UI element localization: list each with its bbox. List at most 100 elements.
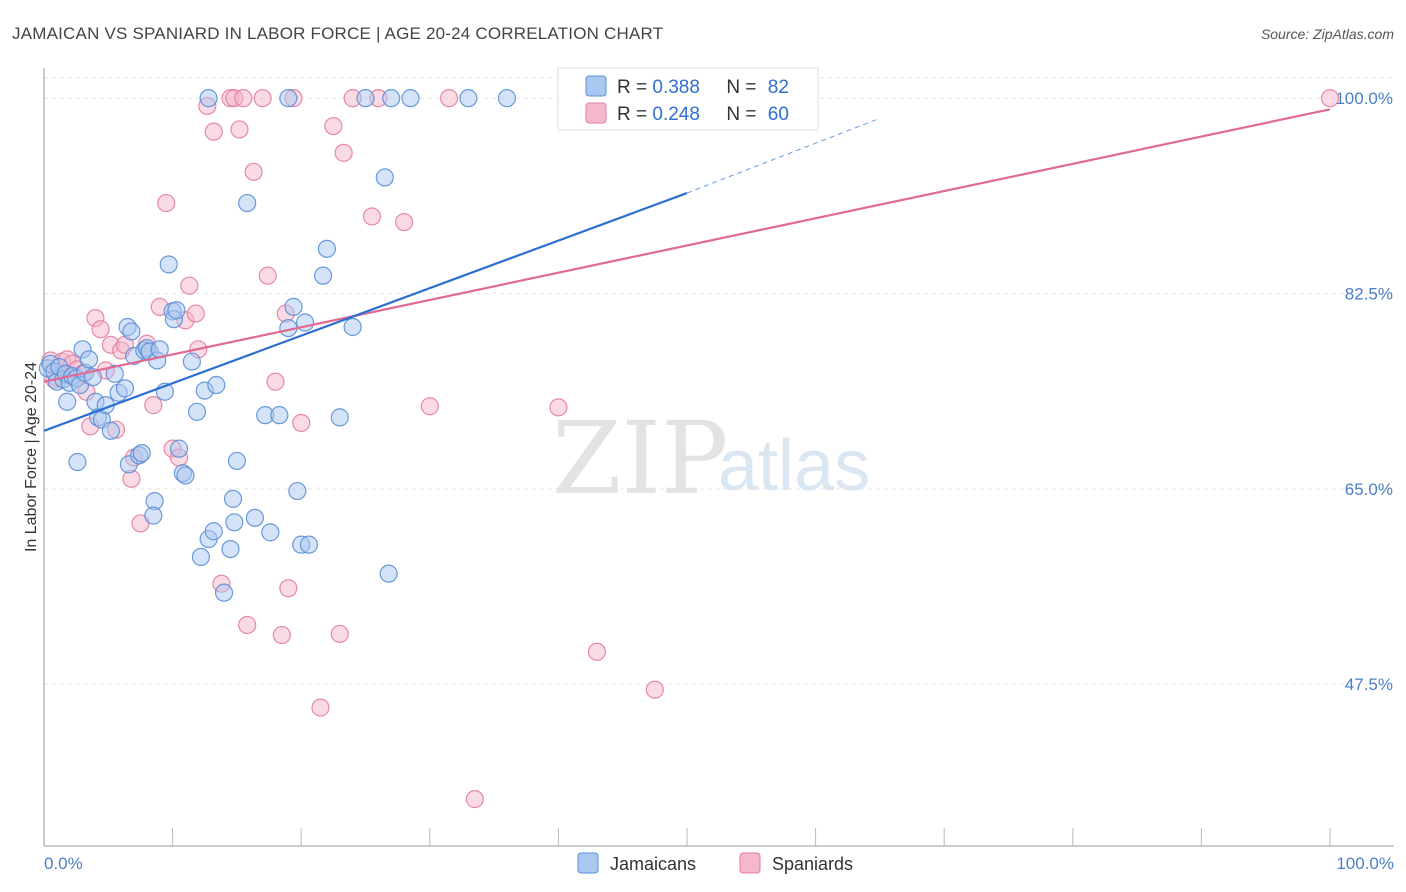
jamaican-point [379, 564, 398, 583]
jamaicans-stats-line: R = 0.388 N = 82 [617, 77, 789, 98]
spaniard-point [645, 680, 664, 699]
spaniard-point [362, 207, 382, 226]
jamaican-point [382, 89, 401, 108]
jamaicans-trendline [43, 192, 688, 432]
jamaican-point [313, 266, 333, 285]
jamaican-point [159, 255, 178, 274]
jamaican-point [497, 89, 517, 108]
jamaican-point [79, 350, 99, 369]
jamaicans-trendline-extension [686, 117, 881, 194]
jamaican-point [214, 583, 234, 602]
y-tick-label: 100.0% [1335, 89, 1393, 108]
spaniard-point [186, 304, 205, 323]
watermark: ZIP atlas [552, 400, 870, 517]
jamaicans-series-label[interactable]: Jamaicans [610, 854, 696, 874]
jamaican-point [68, 452, 87, 472]
spaniard-point [238, 615, 257, 635]
spaniard-point [420, 397, 439, 416]
jamaicans-legend-swatch [585, 75, 607, 97]
jamaican-point [317, 239, 337, 258]
spaniard-point [244, 162, 263, 181]
spaniards-legend-swatch [585, 102, 607, 124]
spaniard-point [587, 642, 607, 661]
spaniards-r-label: R = [617, 104, 652, 125]
jamaican-point [245, 508, 265, 527]
jamaican-point [270, 406, 289, 425]
stats-legend: R = 0.388 N = 82 R = 0.248 N = 60 [557, 67, 819, 131]
jamaican-point [105, 364, 124, 383]
spaniard-point [91, 320, 110, 339]
jamaican-point [182, 352, 201, 371]
spaniard-point [324, 116, 343, 136]
jamaican-point [167, 301, 186, 320]
spaniards-stats-line: R = 0.248 N = 60 [617, 104, 789, 125]
spaniards-series-label[interactable]: Spaniards [772, 854, 853, 874]
y-tick-label: 47.5% [1345, 675, 1393, 694]
spaniard-point [279, 579, 298, 598]
jamaicans-points [38, 89, 517, 602]
spaniard-point [334, 143, 353, 162]
y-tick-label: 65.0% [1345, 480, 1393, 499]
jamaican-point [279, 89, 298, 108]
jamaican-point [459, 89, 478, 108]
jamaican-point [115, 379, 135, 398]
y-axis-label: In Labor Force | Age 20-24 [23, 362, 40, 552]
jamaicans-series-swatch[interactable] [577, 852, 599, 874]
spaniard-point [144, 396, 163, 415]
jamaicans-r-value: 0.388 [652, 77, 700, 98]
jamaican-point [375, 168, 394, 187]
spaniard-point [234, 89, 253, 108]
jamaican-point [176, 466, 195, 485]
spaniard-point [439, 89, 459, 108]
spaniards-r-value: 0.248 [652, 104, 700, 125]
spaniards-n-value: 60 [768, 104, 789, 125]
spaniard-point [292, 413, 311, 433]
jamaican-point [356, 89, 375, 108]
spaniard-point [465, 790, 484, 809]
spaniard-point [253, 89, 272, 108]
jamaicans-n-value: 82 [768, 77, 789, 98]
y-tick-labels: 47.5% 65.0% 82.5% 100.0% [1335, 89, 1393, 694]
spaniard-point [330, 624, 349, 644]
jamaican-point [401, 89, 420, 108]
jamaican-point [191, 547, 210, 567]
jamaicans-r-label: R = [617, 77, 652, 98]
spaniard-point [272, 625, 292, 645]
spaniard-point [258, 266, 277, 285]
jamaican-point [207, 375, 226, 395]
spaniard-point [204, 122, 223, 141]
jamaican-point [122, 322, 141, 341]
jamaican-point [225, 513, 244, 532]
watermark-zip: ZIP [552, 400, 728, 517]
jamaican-point [299, 535, 319, 554]
spaniards-trendline [43, 108, 1331, 383]
series-legend: Jamaicans Spaniards [577, 852, 853, 874]
spaniard-point [230, 120, 249, 139]
jamaican-point [144, 506, 163, 525]
jamaican-point [261, 523, 280, 542]
jamaican-point [199, 89, 218, 108]
jamaican-point [132, 444, 151, 463]
axes [43, 68, 1394, 847]
spaniard-point [1320, 89, 1340, 108]
spaniards-series-swatch[interactable] [739, 852, 761, 874]
jamaicans-n-label: N = [726, 77, 761, 98]
spaniard-point [180, 276, 199, 295]
jamaican-point [221, 539, 240, 559]
watermark-atlas: atlas [718, 426, 870, 506]
jamaican-point [284, 297, 303, 316]
jamaican-point [101, 421, 120, 440]
jamaican-point [187, 402, 207, 421]
y-tick-label: 82.5% [1345, 284, 1393, 303]
spaniard-point [311, 698, 330, 717]
spaniards-n-label: N = [726, 104, 761, 125]
spaniard-point [394, 212, 414, 232]
jamaican-point [169, 439, 189, 458]
jamaican-point [227, 451, 246, 471]
spaniard-point [157, 193, 176, 213]
jamaican-point [223, 489, 243, 508]
jamaican-point [343, 317, 362, 337]
jamaican-point [288, 481, 307, 501]
jamaican-point [204, 522, 223, 541]
